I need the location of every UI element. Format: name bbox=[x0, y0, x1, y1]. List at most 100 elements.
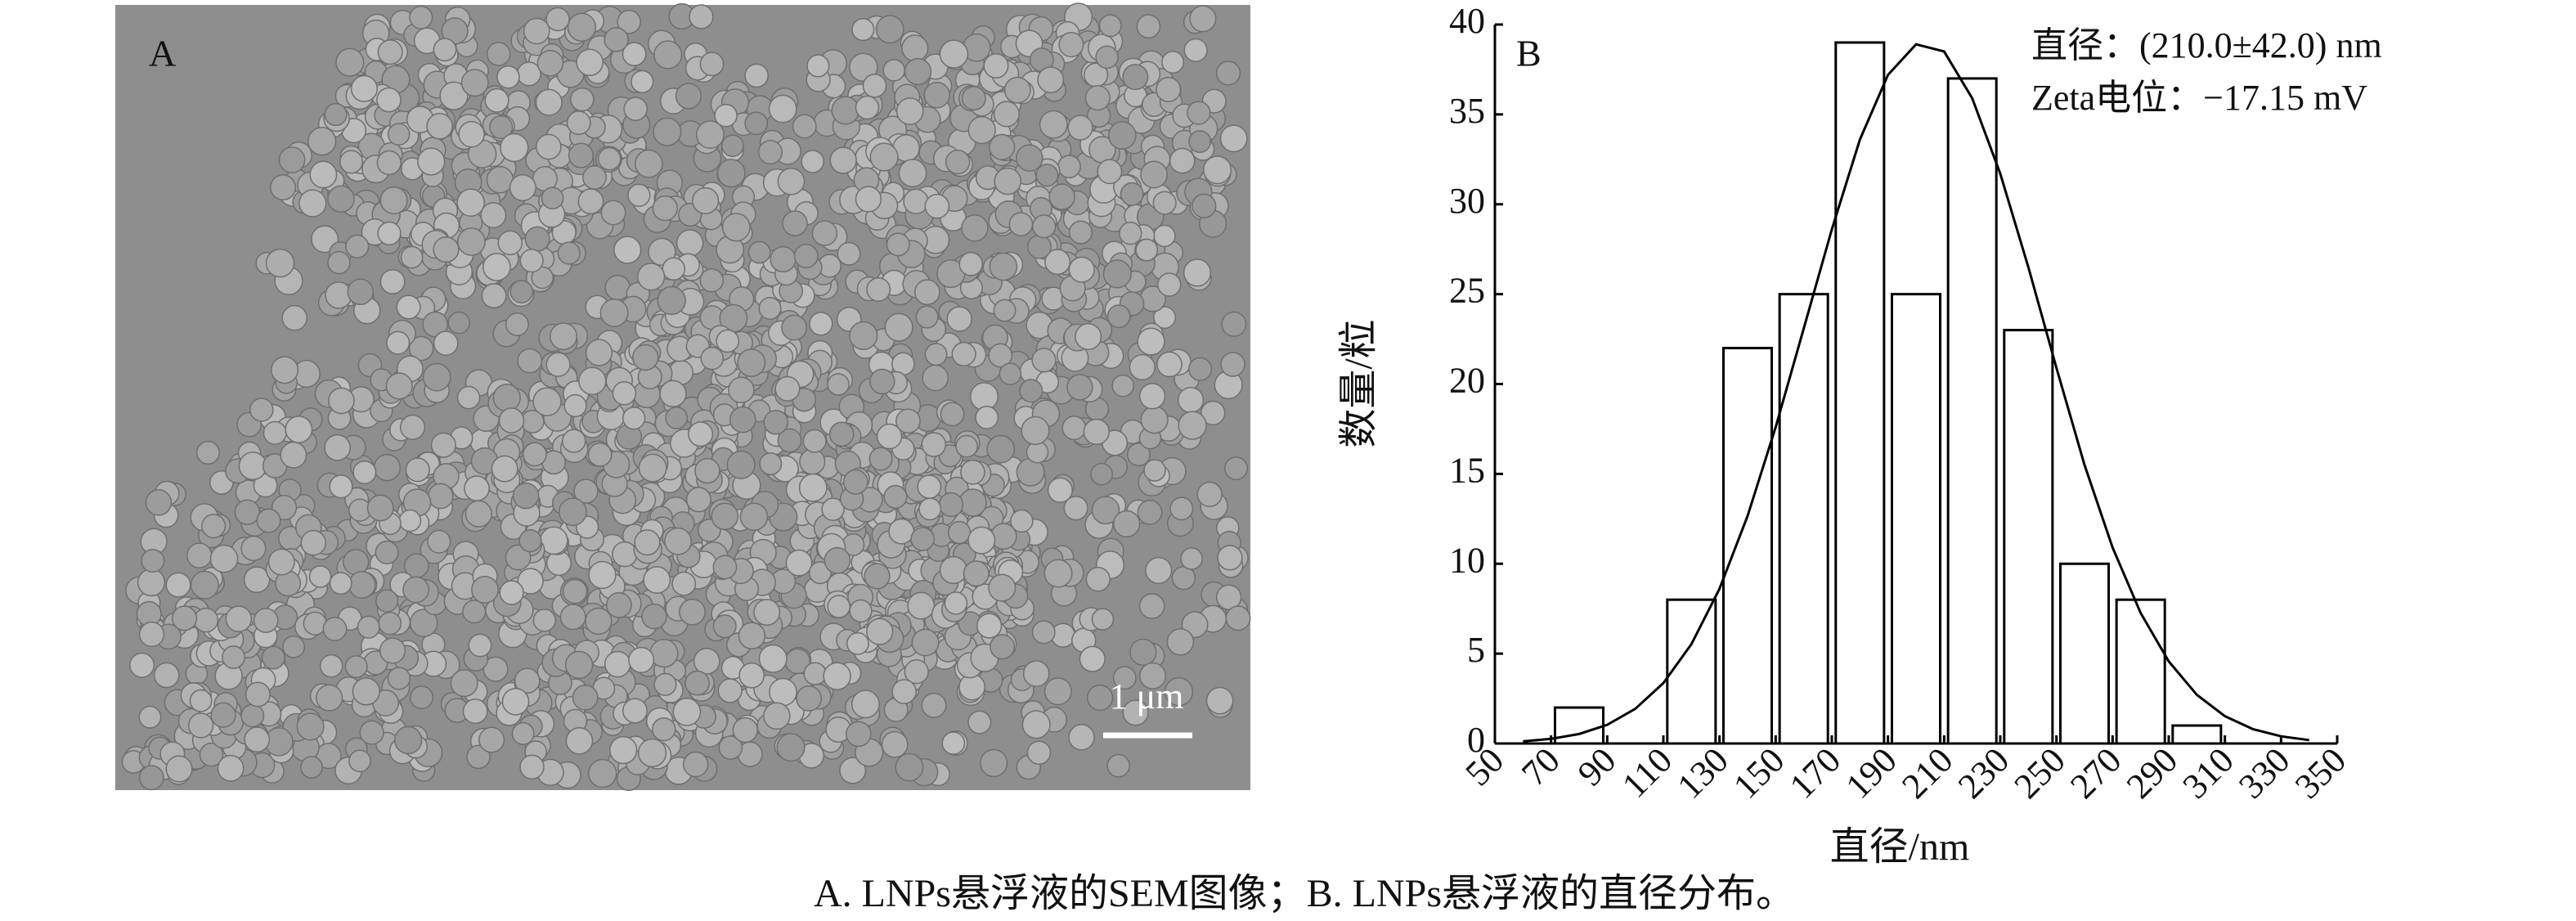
particle bbox=[649, 638, 679, 668]
x-tick-label: 250 bbox=[2007, 740, 2073, 806]
particle bbox=[1003, 76, 1031, 104]
particle bbox=[567, 12, 597, 43]
particle bbox=[309, 160, 338, 189]
particle bbox=[747, 240, 771, 264]
particle bbox=[565, 726, 594, 755]
particle bbox=[1138, 593, 1165, 619]
particle bbox=[914, 279, 940, 306]
particle bbox=[1010, 509, 1034, 533]
particle bbox=[541, 186, 564, 210]
particle bbox=[744, 111, 769, 136]
particle bbox=[582, 165, 607, 190]
particle bbox=[343, 549, 370, 576]
particle bbox=[939, 555, 968, 585]
particle bbox=[901, 34, 929, 62]
particle bbox=[662, 257, 686, 281]
particle bbox=[895, 753, 924, 782]
particle bbox=[570, 87, 595, 112]
particle bbox=[577, 188, 604, 215]
sem-image bbox=[115, 2, 1251, 791]
particle bbox=[1140, 160, 1169, 189]
particle bbox=[238, 452, 267, 481]
particle bbox=[409, 5, 433, 29]
particle bbox=[511, 721, 535, 745]
particle bbox=[785, 549, 813, 577]
particle bbox=[347, 278, 375, 305]
particle bbox=[261, 645, 285, 670]
particle bbox=[915, 305, 939, 329]
particle bbox=[308, 565, 332, 588]
particle bbox=[924, 343, 948, 366]
particle bbox=[782, 210, 808, 236]
particle bbox=[849, 599, 873, 623]
particle bbox=[366, 494, 394, 522]
particle bbox=[757, 139, 783, 165]
particle bbox=[1090, 462, 1113, 486]
particle bbox=[911, 628, 940, 657]
particle bbox=[876, 423, 903, 450]
particle bbox=[643, 566, 671, 594]
particle bbox=[514, 667, 541, 694]
particle bbox=[1187, 357, 1213, 381]
particle bbox=[768, 94, 797, 124]
particle bbox=[628, 646, 655, 673]
particle bbox=[195, 440, 220, 465]
particle bbox=[721, 213, 751, 242]
particle bbox=[409, 609, 438, 637]
particle bbox=[688, 421, 714, 447]
particle bbox=[500, 133, 529, 163]
particle bbox=[386, 330, 411, 355]
particle bbox=[482, 253, 511, 281]
particle bbox=[1106, 753, 1131, 778]
x-tick-label: 150 bbox=[1726, 740, 1792, 806]
particle bbox=[1112, 666, 1137, 690]
particle bbox=[509, 280, 534, 303]
particle bbox=[557, 241, 581, 265]
particle bbox=[1187, 101, 1211, 125]
particle bbox=[924, 193, 950, 219]
particle bbox=[1084, 85, 1111, 111]
particle bbox=[988, 573, 1016, 602]
particle bbox=[1220, 352, 1245, 377]
particle bbox=[809, 312, 833, 336]
particle bbox=[523, 17, 550, 45]
particle bbox=[466, 744, 491, 770]
particle bbox=[951, 341, 976, 366]
particle bbox=[1196, 481, 1223, 507]
particle bbox=[823, 662, 851, 690]
particle bbox=[881, 730, 909, 758]
particle bbox=[922, 364, 949, 392]
particle bbox=[641, 603, 667, 630]
particle bbox=[457, 227, 486, 256]
particle bbox=[717, 678, 743, 703]
particle bbox=[918, 497, 942, 521]
particle bbox=[499, 580, 524, 605]
particle bbox=[961, 86, 986, 111]
particle bbox=[712, 614, 737, 639]
particle bbox=[489, 115, 514, 140]
particle bbox=[716, 159, 746, 188]
particle bbox=[1022, 660, 1050, 687]
particle bbox=[623, 97, 648, 122]
particle bbox=[433, 330, 459, 357]
particle bbox=[917, 474, 942, 499]
particle bbox=[456, 188, 485, 217]
particle bbox=[278, 146, 306, 173]
particle bbox=[963, 560, 990, 587]
particle bbox=[222, 645, 245, 669]
particle bbox=[1140, 406, 1169, 434]
particle bbox=[1075, 322, 1102, 351]
particle bbox=[976, 613, 1003, 639]
particle bbox=[517, 568, 544, 595]
particle bbox=[993, 299, 1016, 322]
particle bbox=[1057, 155, 1081, 179]
particle bbox=[1224, 456, 1249, 481]
particle bbox=[729, 406, 756, 434]
particle bbox=[199, 742, 224, 767]
x-tick-label: 170 bbox=[1782, 740, 1848, 806]
particle bbox=[999, 362, 1022, 385]
particle bbox=[659, 380, 687, 408]
particle bbox=[884, 312, 913, 342]
particle bbox=[777, 167, 806, 195]
particle bbox=[545, 7, 570, 32]
